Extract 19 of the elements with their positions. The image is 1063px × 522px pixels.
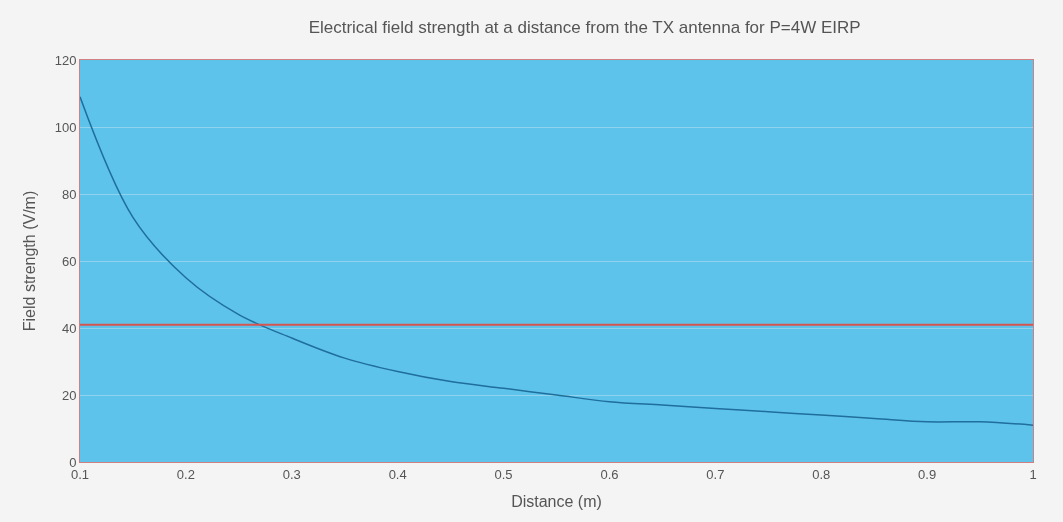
y-tick-label: 80 — [61, 186, 77, 202]
y-tick-label: 120 — [54, 52, 77, 68]
x-tick-label: 1 — [1029, 466, 1037, 482]
line-series — [80, 96, 1033, 426]
x-tick-label: 0.2 — [176, 466, 195, 482]
x-tick-label: 0.9 — [918, 466, 937, 482]
y-axis-title: Field strength (V/m) — [20, 190, 38, 332]
y-tick-label: 100 — [54, 119, 77, 135]
x-tick-label: 0.5 — [494, 466, 513, 482]
y-tick-label: 60 — [61, 253, 77, 269]
x-tick-label: 0.7 — [706, 466, 725, 482]
y-tick-label: 20 — [61, 387, 77, 403]
x-tick-label: 0.3 — [282, 466, 301, 482]
chart-title: Electrical field strength at a distance from the TX antenna for P=4W EIRP — [308, 17, 861, 37]
x-tick-label: 0.4 — [388, 466, 407, 482]
x-axis-title: Distance (m) — [511, 493, 602, 511]
x-tick-label: 0.6 — [600, 466, 619, 482]
y-tick-label: 40 — [61, 320, 77, 336]
x-tick-label: 0.8 — [812, 466, 831, 482]
